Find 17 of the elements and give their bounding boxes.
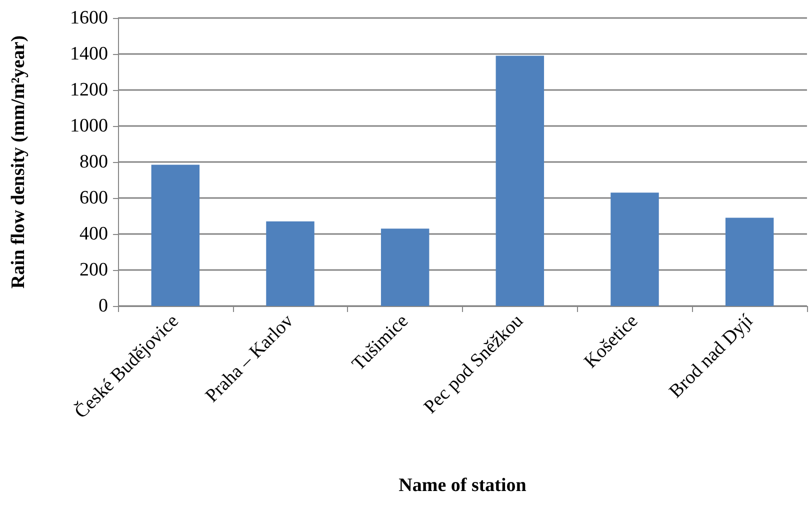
y-tick-label: 400	[80, 224, 108, 244]
bar	[151, 164, 200, 306]
y-tick-label: 1600	[70, 8, 108, 28]
y-axis-title: Rain flow density (mm/m²year)	[8, 35, 29, 289]
y-tick-label: 0	[98, 296, 108, 316]
bar	[380, 228, 430, 306]
bar	[725, 218, 774, 306]
y-tick-label: 1000	[70, 116, 108, 136]
bar	[496, 56, 544, 306]
y-tick-label: 200	[80, 260, 108, 280]
y-tick-label: 1400	[70, 44, 108, 64]
y-tick-label: 800	[80, 152, 108, 172]
bar	[610, 192, 659, 306]
y-tick-label: 1200	[70, 80, 108, 100]
x-axis-title: Name of station	[398, 475, 527, 496]
y-tick-label: 600	[80, 188, 108, 208]
bar	[266, 221, 314, 306]
